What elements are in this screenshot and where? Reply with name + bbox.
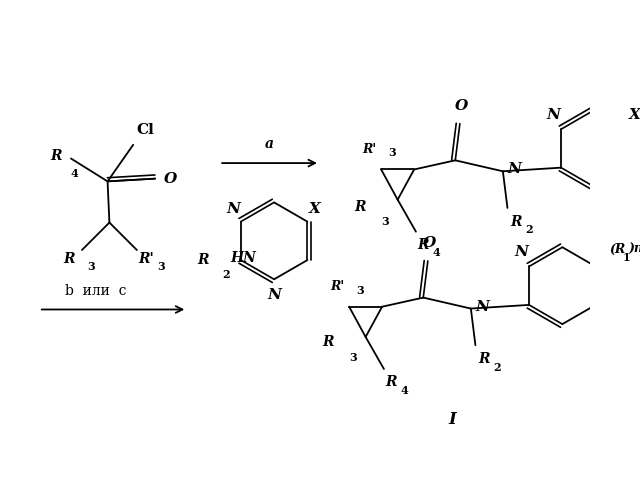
Text: O: O	[423, 236, 436, 250]
Text: HN: HN	[230, 251, 255, 265]
Text: 3: 3	[157, 261, 164, 272]
Text: 1: 1	[623, 252, 630, 263]
Text: I: I	[449, 412, 456, 428]
Text: Cl: Cl	[137, 124, 155, 138]
Text: R': R'	[139, 252, 154, 266]
Text: R': R'	[330, 280, 344, 293]
Text: )n: )n	[628, 242, 640, 256]
Text: R: R	[197, 253, 209, 267]
Text: (R: (R	[609, 242, 626, 256]
Text: N: N	[515, 245, 529, 259]
Text: 2: 2	[223, 269, 230, 280]
Text: 3: 3	[388, 148, 396, 158]
Text: N: N	[476, 300, 490, 314]
Text: 3: 3	[356, 285, 364, 296]
Text: N: N	[267, 288, 281, 302]
Text: R: R	[51, 148, 62, 162]
Text: 2: 2	[493, 362, 500, 372]
Text: N: N	[547, 108, 561, 122]
Text: R: R	[418, 238, 429, 252]
Text: R: R	[386, 376, 397, 390]
Text: 4: 4	[433, 248, 440, 258]
Text: O: O	[164, 172, 177, 185]
Text: X: X	[308, 202, 321, 216]
Text: 3: 3	[381, 216, 389, 227]
Text: 3: 3	[349, 352, 357, 362]
Text: N: N	[227, 202, 241, 216]
Text: X: X	[629, 108, 640, 122]
Text: R: R	[63, 252, 75, 266]
Text: R': R'	[362, 142, 376, 156]
Text: 3: 3	[88, 261, 95, 272]
Text: R: R	[478, 352, 490, 366]
Text: b  или  c: b или c	[65, 284, 127, 298]
Text: a: a	[265, 137, 274, 151]
Text: N: N	[508, 162, 522, 176]
Text: R: R	[510, 215, 522, 229]
Text: O: O	[455, 98, 468, 112]
Text: 4: 4	[401, 384, 408, 396]
Text: R: R	[322, 334, 333, 348]
Text: 2: 2	[525, 224, 532, 235]
Text: 4: 4	[71, 168, 79, 178]
Text: R: R	[354, 200, 365, 214]
